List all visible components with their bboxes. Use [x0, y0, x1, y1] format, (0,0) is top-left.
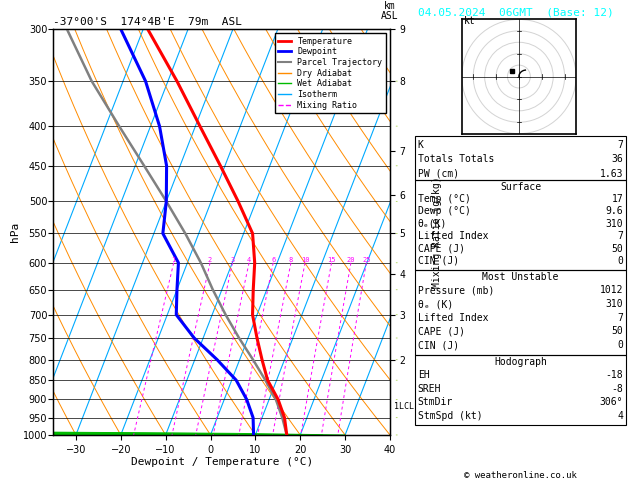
- Text: Dewp (°C): Dewp (°C): [418, 206, 470, 216]
- Text: 4: 4: [247, 257, 251, 263]
- Text: 6: 6: [271, 257, 276, 263]
- Text: -37°00'S  174°4B'E  79m  ASL: -37°00'S 174°4B'E 79m ASL: [53, 17, 242, 27]
- Text: 04.05.2024  06GMT  (Base: 12): 04.05.2024 06GMT (Base: 12): [418, 7, 614, 17]
- Text: θₑ (K): θₑ (K): [418, 299, 453, 309]
- Text: SREH: SREH: [418, 383, 441, 394]
- Text: CIN (J): CIN (J): [418, 340, 459, 350]
- Text: CIN (J): CIN (J): [418, 256, 459, 266]
- Text: 1: 1: [172, 257, 176, 263]
- Text: km
ASL: km ASL: [381, 1, 399, 21]
- Text: 7: 7: [618, 231, 623, 241]
- Text: 25: 25: [362, 257, 370, 263]
- Y-axis label: hPa: hPa: [10, 222, 20, 242]
- Text: 0: 0: [618, 340, 623, 350]
- Text: Lifted Index: Lifted Index: [418, 231, 488, 241]
- Text: θₑ(K): θₑ(K): [418, 219, 447, 228]
- Text: Pressure (mb): Pressure (mb): [418, 285, 494, 295]
- Legend: Temperature, Dewpoint, Parcel Trajectory, Dry Adiabat, Wet Adiabat, Isotherm, Mi: Temperature, Dewpoint, Parcel Trajectory…: [275, 34, 386, 113]
- Text: 8: 8: [289, 257, 293, 263]
- Text: 50: 50: [611, 327, 623, 336]
- Text: 3: 3: [230, 257, 235, 263]
- Text: 310: 310: [606, 219, 623, 228]
- Text: © weatheronline.co.uk: © weatheronline.co.uk: [464, 471, 577, 480]
- Text: 4: 4: [618, 411, 623, 421]
- Text: kt: kt: [464, 16, 476, 26]
- Text: 36: 36: [611, 155, 623, 164]
- Text: Mixing Ratio (g/kg): Mixing Ratio (g/kg): [432, 176, 442, 288]
- Text: 2: 2: [208, 257, 212, 263]
- Text: 1LCL: 1LCL: [394, 402, 414, 411]
- Text: Hodograph: Hodograph: [494, 357, 547, 367]
- Text: 7: 7: [618, 313, 623, 323]
- Text: 1.63: 1.63: [600, 169, 623, 179]
- Text: -8: -8: [611, 383, 623, 394]
- Text: StmDir: StmDir: [418, 397, 453, 407]
- Text: K: K: [418, 140, 423, 150]
- Text: Totals Totals: Totals Totals: [418, 155, 494, 164]
- Text: 1012: 1012: [600, 285, 623, 295]
- Text: Surface: Surface: [500, 182, 541, 191]
- Text: Lifted Index: Lifted Index: [418, 313, 488, 323]
- Text: 9.6: 9.6: [606, 206, 623, 216]
- Text: 306°: 306°: [600, 397, 623, 407]
- Text: 0: 0: [618, 256, 623, 266]
- Text: CAPE (J): CAPE (J): [418, 243, 465, 254]
- Text: PW (cm): PW (cm): [418, 169, 459, 179]
- Text: CAPE (J): CAPE (J): [418, 327, 465, 336]
- Text: StmSpd (kt): StmSpd (kt): [418, 411, 482, 421]
- X-axis label: Dewpoint / Temperature (°C): Dewpoint / Temperature (°C): [131, 457, 313, 468]
- Text: 17: 17: [611, 193, 623, 204]
- Text: 10: 10: [301, 257, 309, 263]
- Text: Most Unstable: Most Unstable: [482, 272, 559, 282]
- Text: 310: 310: [606, 299, 623, 309]
- Text: 15: 15: [327, 257, 336, 263]
- Text: -18: -18: [606, 370, 623, 380]
- Text: EH: EH: [418, 370, 430, 380]
- Text: 7: 7: [618, 140, 623, 150]
- Text: Temp (°C): Temp (°C): [418, 193, 470, 204]
- Text: 20: 20: [347, 257, 355, 263]
- Text: 50: 50: [611, 243, 623, 254]
